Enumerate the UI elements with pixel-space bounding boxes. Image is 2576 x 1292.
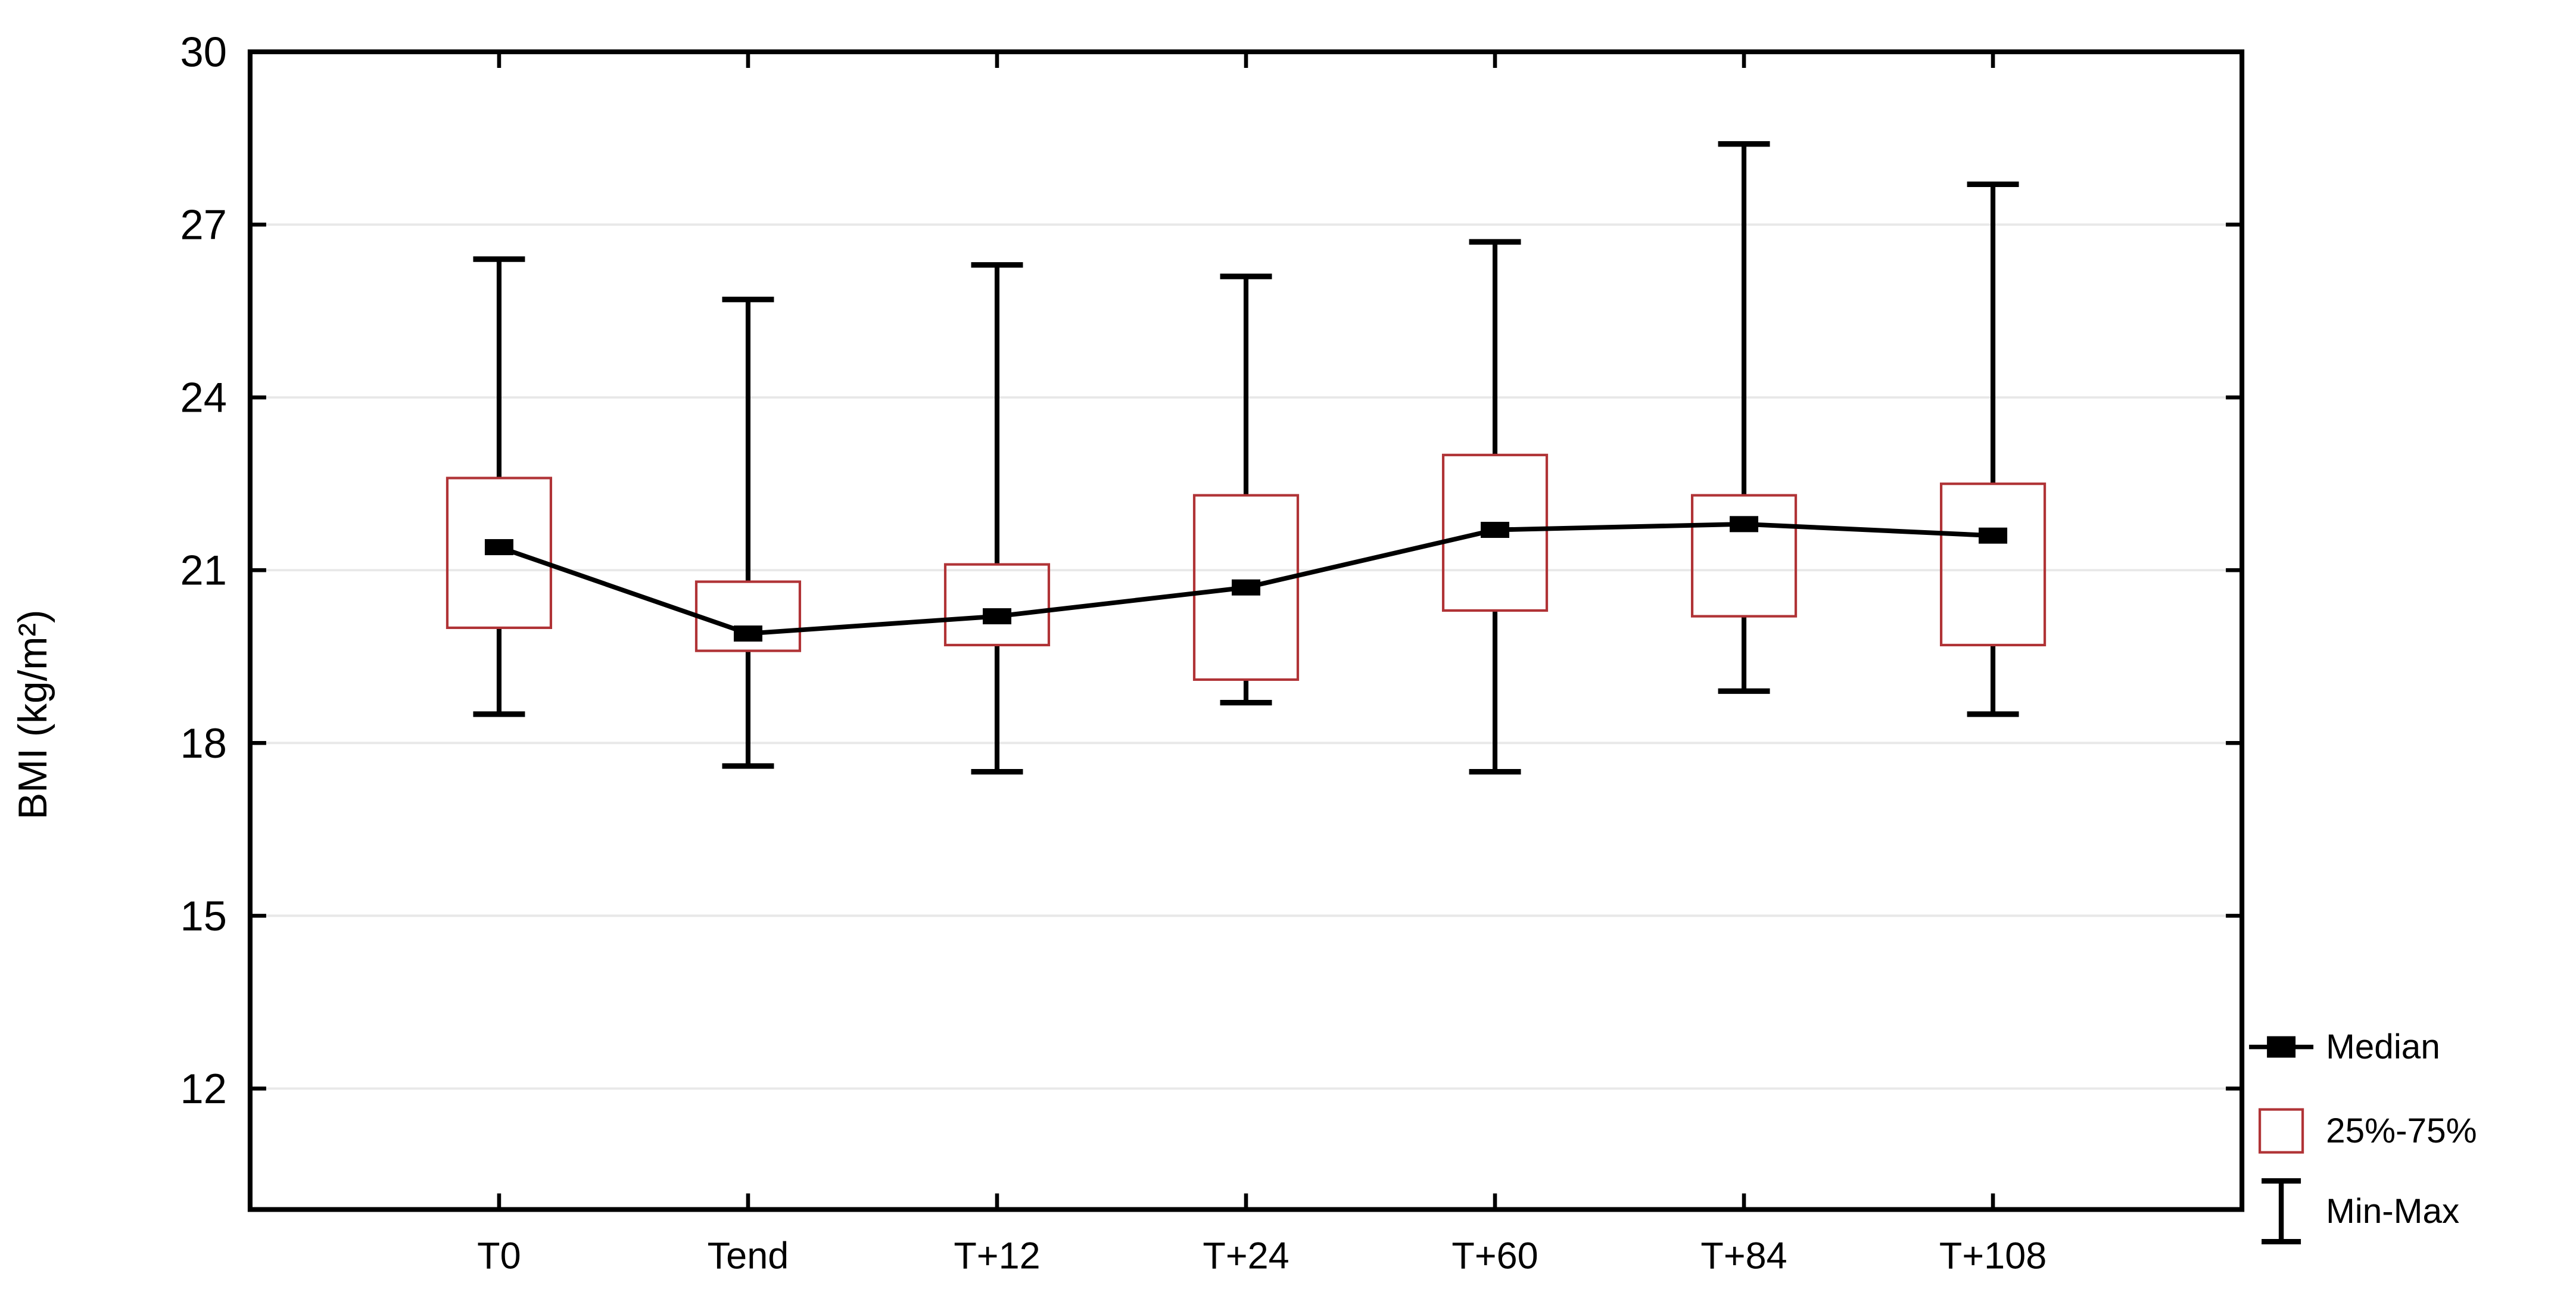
x-category-label: T+84 bbox=[1700, 1235, 1787, 1277]
x-category-label: T0 bbox=[477, 1235, 521, 1277]
median-marker bbox=[982, 608, 1011, 625]
x-category-label: T+60 bbox=[1451, 1235, 1538, 1277]
iqr-box bbox=[1192, 494, 1300, 681]
median-marker bbox=[1481, 522, 1510, 538]
iqr-box bbox=[1690, 494, 1798, 618]
legend-label-iqr: 25%-75% bbox=[2326, 1112, 2477, 1150]
y-tick-label: 21 bbox=[180, 547, 227, 594]
x-category-label: Tend bbox=[708, 1235, 789, 1277]
x-category-label: T+12 bbox=[954, 1235, 1040, 1277]
y-tick-label: 24 bbox=[180, 374, 227, 421]
y-tick-label: 15 bbox=[180, 892, 227, 939]
y-tick-label: 30 bbox=[180, 28, 227, 75]
median-marker bbox=[1979, 527, 2008, 544]
legend-label-minmax: Min-Max bbox=[2326, 1192, 2459, 1231]
x-category-label: T+24 bbox=[1203, 1235, 1289, 1277]
iqr-box-icon bbox=[2259, 1108, 2304, 1154]
iqr-box bbox=[446, 477, 553, 630]
legend-item-iqr: 25%-75% bbox=[2259, 1108, 2477, 1154]
y-tick-label: 18 bbox=[180, 720, 227, 767]
legend-item-median: Median bbox=[2249, 1028, 2440, 1066]
y-tick-label: 27 bbox=[180, 201, 227, 248]
median-marker bbox=[1730, 516, 1759, 533]
iqr-box bbox=[1441, 453, 1549, 612]
iqr-box bbox=[1940, 482, 2047, 647]
x-category-label: T+108 bbox=[1939, 1235, 2047, 1277]
legend-item-minmax: Min-Max bbox=[2262, 1178, 2459, 1245]
legend-label-median: Median bbox=[2326, 1028, 2440, 1066]
median-marker bbox=[733, 625, 762, 642]
median-marker bbox=[484, 539, 513, 556]
median-marker bbox=[1232, 579, 1261, 596]
y-tick-label: 12 bbox=[180, 1065, 227, 1112]
chart-layers: 30 27 24 21 18 15 12 T0 Tend T+12 T+24 T+60 T+84 T+10… bbox=[180, 28, 2245, 1277]
iqr-box bbox=[943, 563, 1051, 647]
legend: Median 25%-75% Min-Max bbox=[2249, 1028, 2477, 1245]
median-marker-icon bbox=[2267, 1036, 2296, 1058]
y-axis-title: BMI (kg/m²) bbox=[11, 610, 55, 820]
